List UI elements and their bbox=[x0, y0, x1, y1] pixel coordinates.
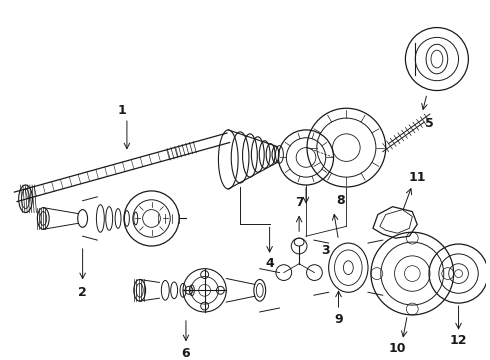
Text: 3: 3 bbox=[321, 244, 330, 257]
Text: 5: 5 bbox=[425, 117, 433, 130]
Text: 7: 7 bbox=[295, 196, 303, 209]
Text: 4: 4 bbox=[265, 257, 274, 270]
Text: 11: 11 bbox=[409, 171, 426, 184]
Text: 6: 6 bbox=[182, 347, 190, 360]
Text: 2: 2 bbox=[78, 286, 87, 299]
Text: 12: 12 bbox=[450, 334, 467, 347]
Text: 8: 8 bbox=[336, 194, 345, 207]
Text: 10: 10 bbox=[389, 342, 406, 355]
Text: 1: 1 bbox=[118, 104, 126, 117]
Text: 9: 9 bbox=[334, 313, 343, 326]
